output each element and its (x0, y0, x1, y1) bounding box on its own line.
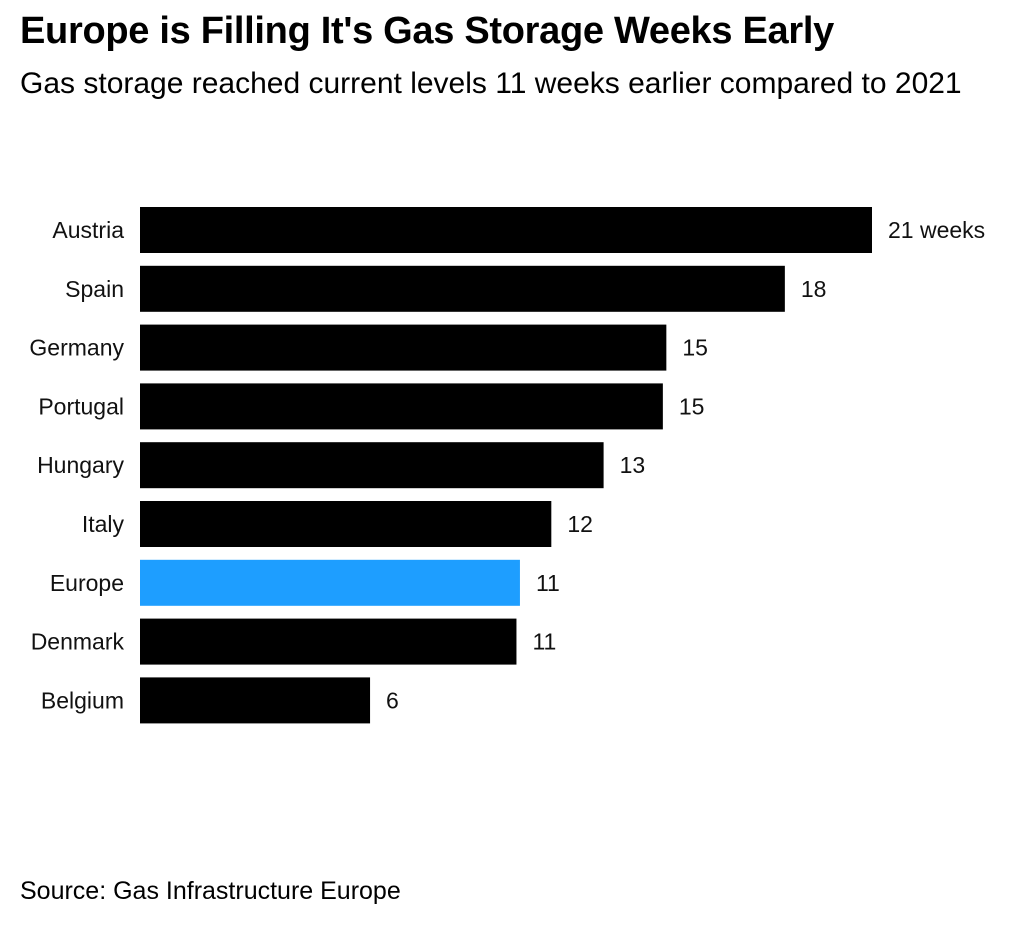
bar-chart: Austria 21 weeks Spain 18 Germany 15 Portugal 1… (29, 207, 985, 724)
bar (140, 442, 604, 489)
chart-subtitle: Gas storage reached current levels 11 we… (20, 67, 962, 100)
bar (140, 501, 552, 547)
bar (140, 265, 785, 312)
data-label: 18 (801, 276, 827, 302)
source-note: Source: Gas Infrastructure Europe (20, 877, 401, 905)
category-label: Denmark (31, 629, 125, 655)
data-label: 15 (679, 393, 705, 419)
data-label: 15 (682, 335, 708, 361)
data-label: 11 (536, 570, 560, 596)
bar (140, 677, 371, 724)
category-label: Germany (29, 335, 124, 361)
bar (140, 618, 517, 665)
category-label: Portugal (38, 393, 124, 419)
data-label: 13 (620, 452, 646, 478)
category-label: Europe (50, 570, 124, 596)
bar-highlight (140, 559, 520, 606)
data-label: 11 (532, 629, 556, 655)
data-label: 12 (567, 511, 593, 537)
bar (140, 383, 663, 430)
bar (140, 324, 667, 371)
bar (140, 207, 872, 253)
chart-title: Europe is Filling It's Gas Storage Weeks… (20, 10, 834, 52)
category-label: Hungary (37, 452, 124, 478)
category-label: Italy (82, 511, 125, 537)
category-label: Spain (65, 276, 124, 302)
data-label: 21 weeks (888, 217, 985, 243)
data-label: 6 (386, 687, 399, 713)
category-label: Austria (52, 217, 124, 243)
category-label: Belgium (41, 687, 124, 713)
